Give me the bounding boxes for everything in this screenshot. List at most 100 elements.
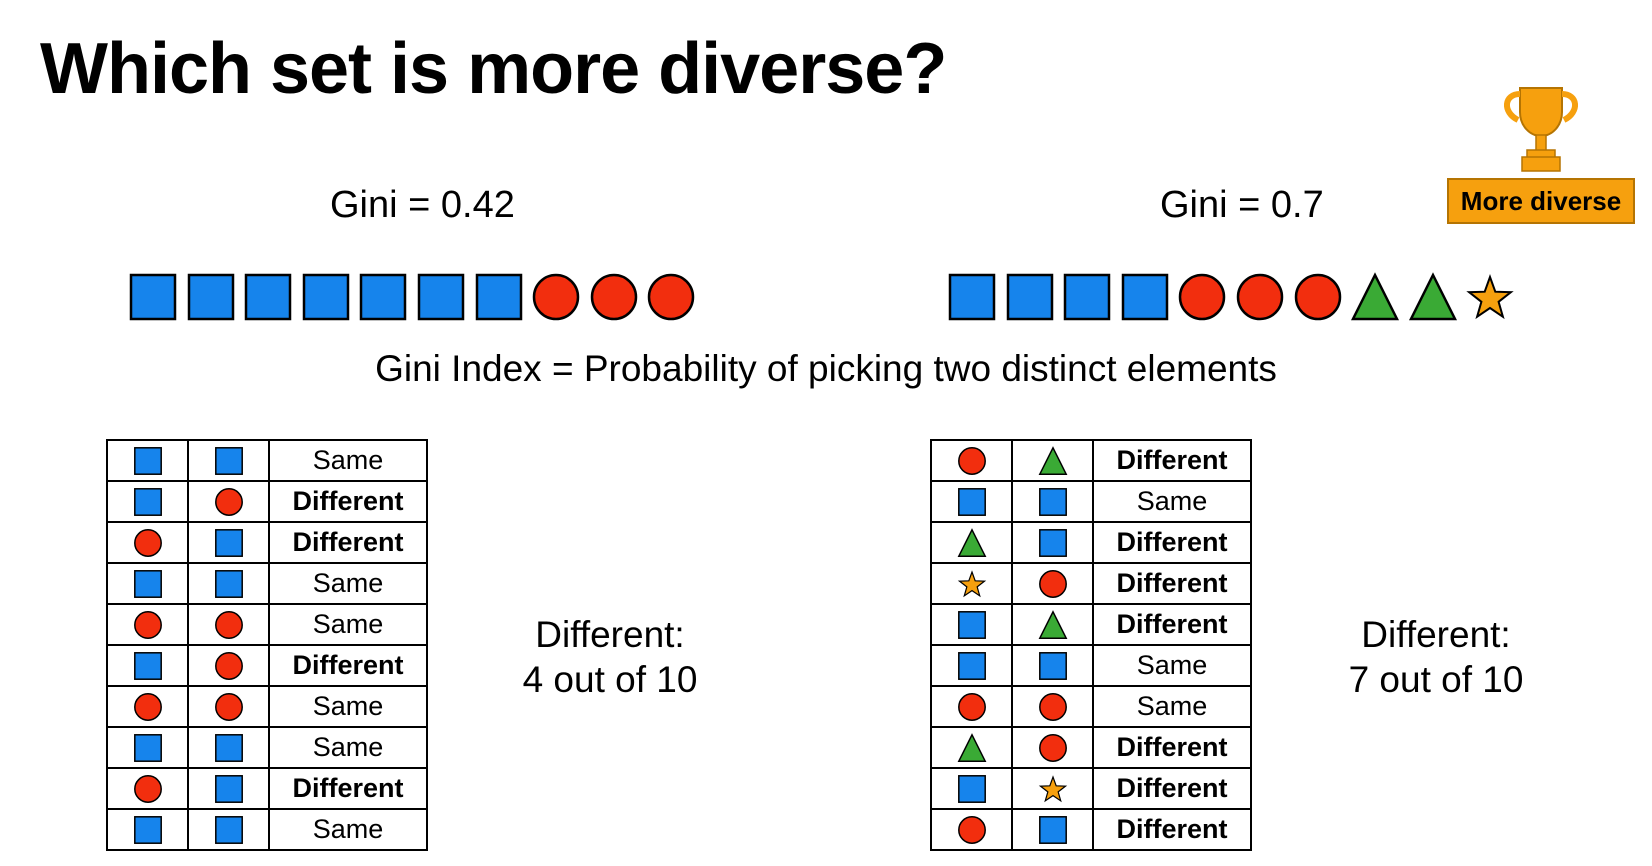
trophy-icon [1494,82,1588,174]
circle-icon [214,610,243,639]
gini-label-right: Gini = 0.7 [1160,184,1324,226]
circle-icon [1038,733,1067,762]
gini-label-left: Gini = 0.42 [330,184,515,226]
table-row: Different [930,562,1252,605]
set-element [947,272,997,322]
pair-shape-cell [106,603,189,646]
set-element [301,272,351,322]
pair-shape-cell [106,767,189,810]
pair-result: Same [1092,480,1252,523]
pair-shape-cell [930,480,1013,523]
left-summary-count: 4 out of 10 [522,659,698,700]
square-icon [417,273,465,321]
triangle-icon [1351,272,1400,321]
square-icon [1038,528,1067,557]
pair-shape-cell [1011,726,1094,769]
set-element [128,272,178,322]
pair-result: Different [268,767,428,810]
set-element [589,272,639,322]
pair-shape-cell [187,562,270,605]
triangle-icon [1408,272,1457,321]
circle-icon [1038,692,1067,721]
circle-icon [1179,273,1226,321]
set-element [1235,272,1285,322]
square-icon [214,446,243,475]
pair-result: Same [268,726,428,769]
square-icon [1121,273,1169,321]
square-icon [133,446,162,475]
square-icon [133,733,162,762]
right-summary-count: 7 out of 10 [1348,659,1524,700]
triangle-icon [1038,609,1067,639]
square-icon [957,651,986,680]
circle-icon [133,692,162,721]
pair-shape-cell [106,439,189,482]
triangle-icon [957,732,986,762]
pair-result: Different [1092,808,1252,851]
circle-icon [133,610,162,639]
star-icon [957,569,986,597]
right-summary-label: Different: [1361,614,1511,655]
square-icon [133,569,162,598]
triangle-icon [957,527,986,557]
table-row: Same [930,685,1252,728]
pair-result: Same [1092,644,1252,687]
left-pairs-table: Same Different Different Same Same Different S… [106,439,428,851]
square-icon [957,610,986,639]
pair-shape-cell [1011,808,1094,851]
set-element [1005,272,1055,322]
pair-shape-cell [106,644,189,687]
set-element [1120,272,1170,322]
pair-shape-cell [1011,685,1094,728]
pair-shape-cell [106,726,189,769]
pair-result: Different [1092,767,1252,810]
star-icon [1038,774,1067,802]
right-pairs-table: Different Same Different Different Different… [930,439,1252,851]
pair-shape-cell [106,685,189,728]
pair-result: Same [1092,685,1252,728]
square-icon [1038,815,1067,844]
pair-shape-cell [187,808,270,851]
set-element [1408,272,1458,322]
table-row: Same [930,480,1252,523]
set-element [358,272,408,322]
circle-icon [590,273,638,321]
circle-icon [957,446,986,475]
pair-result: Different [1092,603,1252,646]
circle-icon [133,528,162,557]
pair-shape-cell [187,603,270,646]
set-element [416,272,466,322]
pair-shape-cell [930,726,1013,769]
set-element [1465,272,1515,322]
pair-result: Different [268,521,428,564]
set-element [474,272,524,322]
set-element [1293,272,1343,322]
gini-definition: Gini Index = Probability of picking two … [375,348,1277,389]
set-element [531,272,581,322]
square-icon [133,487,162,516]
pair-shape-cell [930,644,1013,687]
pair-result: Different [1092,562,1252,605]
set-element [186,272,236,322]
pair-shape-cell [930,439,1013,482]
pair-shape-cell [930,562,1013,605]
square-icon [214,528,243,557]
pair-shape-cell [187,521,270,564]
circle-icon [532,273,580,321]
circle-icon [1038,569,1067,598]
pair-shape-cell [187,439,270,482]
table-row: Same [106,808,428,851]
square-icon [1063,273,1111,321]
table-row: Same [106,726,428,769]
pair-shape-cell [930,767,1013,810]
pair-shape-cell [1011,521,1094,564]
triangle-icon [1038,445,1067,475]
pair-shape-cell [1011,439,1094,482]
circle-icon [1236,273,1284,321]
pair-result: Same [268,808,428,851]
square-icon [302,273,350,321]
pair-shape-cell [106,521,189,564]
pair-shape-cell [187,685,270,728]
set-element [646,272,696,322]
square-icon [214,733,243,762]
